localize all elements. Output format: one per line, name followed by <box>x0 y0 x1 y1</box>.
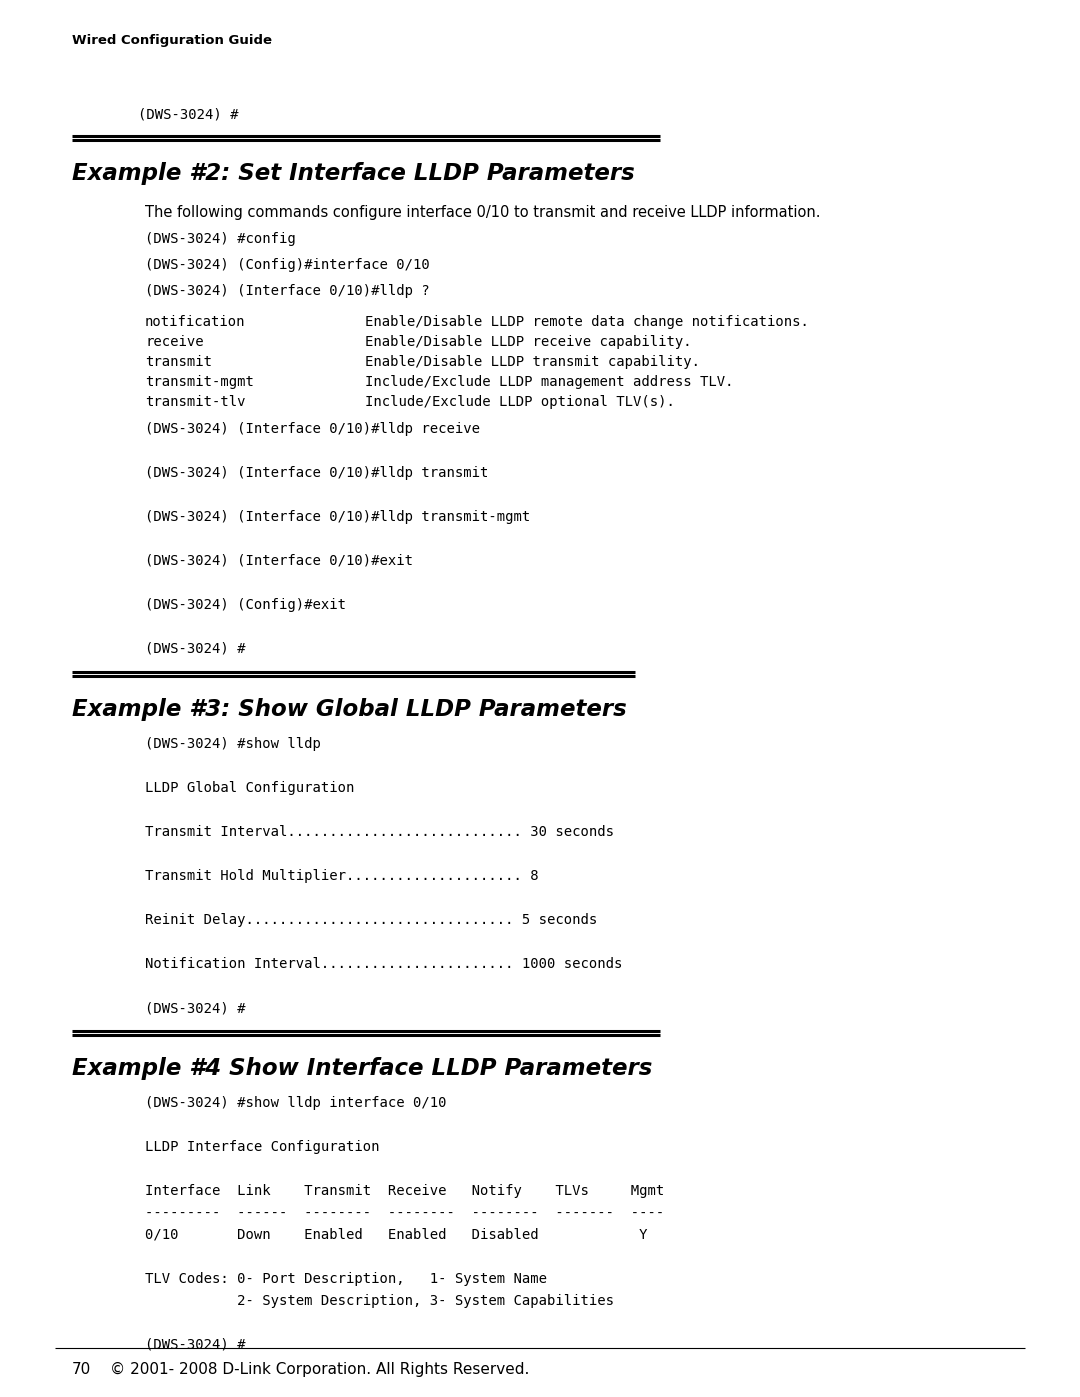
Text: (DWS-3024) (Interface 0/10)#lldp ?: (DWS-3024) (Interface 0/10)#lldp ? <box>145 284 430 298</box>
Text: notification: notification <box>145 314 245 330</box>
Text: TLV Codes: 0- Port Description,   1- System Name: TLV Codes: 0- Port Description, 1- Syste… <box>145 1273 546 1287</box>
Text: Enable/Disable LLDP receive capability.: Enable/Disable LLDP receive capability. <box>365 335 691 349</box>
Text: Wired Configuration Guide: Wired Configuration Guide <box>72 34 272 47</box>
Text: 0/10       Down    Enabled   Enabled   Disabled            Y: 0/10 Down Enabled Enabled Disabled Y <box>145 1228 648 1242</box>
Text: Enable/Disable LLDP remote data change notifications.: Enable/Disable LLDP remote data change n… <box>365 314 809 330</box>
Text: Include/Exclude LLDP optional TLV(s).: Include/Exclude LLDP optional TLV(s). <box>365 395 675 409</box>
Text: The following commands configure interface 0/10 to transmit and receive LLDP inf: The following commands configure interfa… <box>145 205 821 219</box>
Text: receive: receive <box>145 335 204 349</box>
Text: 2- System Description, 3- System Capabilities: 2- System Description, 3- System Capabil… <box>145 1294 615 1308</box>
Text: (DWS-3024) #: (DWS-3024) # <box>145 643 245 657</box>
Text: 70: 70 <box>72 1362 91 1377</box>
Text: Interface  Link    Transmit  Receive   Notify    TLVs     Mgmt: Interface Link Transmit Receive Notify T… <box>145 1185 664 1199</box>
Text: Transmit Hold Multiplier..................... 8: Transmit Hold Multiplier................… <box>145 869 539 883</box>
Text: (DWS-3024) (Config)#exit: (DWS-3024) (Config)#exit <box>145 598 346 612</box>
Text: transmit-tlv: transmit-tlv <box>145 395 245 409</box>
Text: (DWS-3024) #show lldp interface 0/10: (DWS-3024) #show lldp interface 0/10 <box>145 1097 446 1111</box>
Text: LLDP Interface Configuration: LLDP Interface Configuration <box>145 1140 379 1154</box>
Text: Example #3: Show Global LLDP Parameters: Example #3: Show Global LLDP Parameters <box>72 698 626 721</box>
Text: (DWS-3024) #: (DWS-3024) # <box>138 108 239 122</box>
Text: Example #2: Set Interface LLDP Parameters: Example #2: Set Interface LLDP Parameter… <box>72 162 635 184</box>
Text: Notification Interval....................... 1000 seconds: Notification Interval...................… <box>145 957 622 971</box>
Text: (DWS-3024) #show lldp: (DWS-3024) #show lldp <box>145 738 321 752</box>
Text: Transmit Interval............................ 30 seconds: Transmit Interval.......................… <box>145 826 615 840</box>
Text: LLDP Global Configuration: LLDP Global Configuration <box>145 781 354 795</box>
Text: © 2001- 2008 D-Link Corporation. All Rights Reserved.: © 2001- 2008 D-Link Corporation. All Rig… <box>110 1362 529 1377</box>
Text: (DWS-3024) #: (DWS-3024) # <box>145 1002 245 1016</box>
Text: (DWS-3024) (Interface 0/10)#lldp receive: (DWS-3024) (Interface 0/10)#lldp receive <box>145 422 480 436</box>
Text: Example #4 Show Interface LLDP Parameters: Example #4 Show Interface LLDP Parameter… <box>72 1058 652 1080</box>
Text: ---------  ------  --------  --------  --------  -------  ----: --------- ------ -------- -------- -----… <box>145 1206 664 1220</box>
Text: (DWS-3024) (Config)#interface 0/10: (DWS-3024) (Config)#interface 0/10 <box>145 258 430 272</box>
Text: (DWS-3024) #: (DWS-3024) # <box>145 1338 245 1352</box>
Text: Include/Exclude LLDP management address TLV.: Include/Exclude LLDP management address … <box>365 374 733 388</box>
Text: (DWS-3024) (Interface 0/10)#exit: (DWS-3024) (Interface 0/10)#exit <box>145 555 413 569</box>
Text: transmit-mgmt: transmit-mgmt <box>145 374 254 388</box>
Text: (DWS-3024) (Interface 0/10)#lldp transmit: (DWS-3024) (Interface 0/10)#lldp transmi… <box>145 467 488 481</box>
Text: (DWS-3024) #config: (DWS-3024) #config <box>145 232 296 246</box>
Text: Enable/Disable LLDP transmit capability.: Enable/Disable LLDP transmit capability. <box>365 355 700 369</box>
Text: Reinit Delay................................ 5 seconds: Reinit Delay............................… <box>145 914 597 928</box>
Text: (DWS-3024) (Interface 0/10)#lldp transmit-mgmt: (DWS-3024) (Interface 0/10)#lldp transmi… <box>145 510 530 524</box>
Text: transmit: transmit <box>145 355 212 369</box>
